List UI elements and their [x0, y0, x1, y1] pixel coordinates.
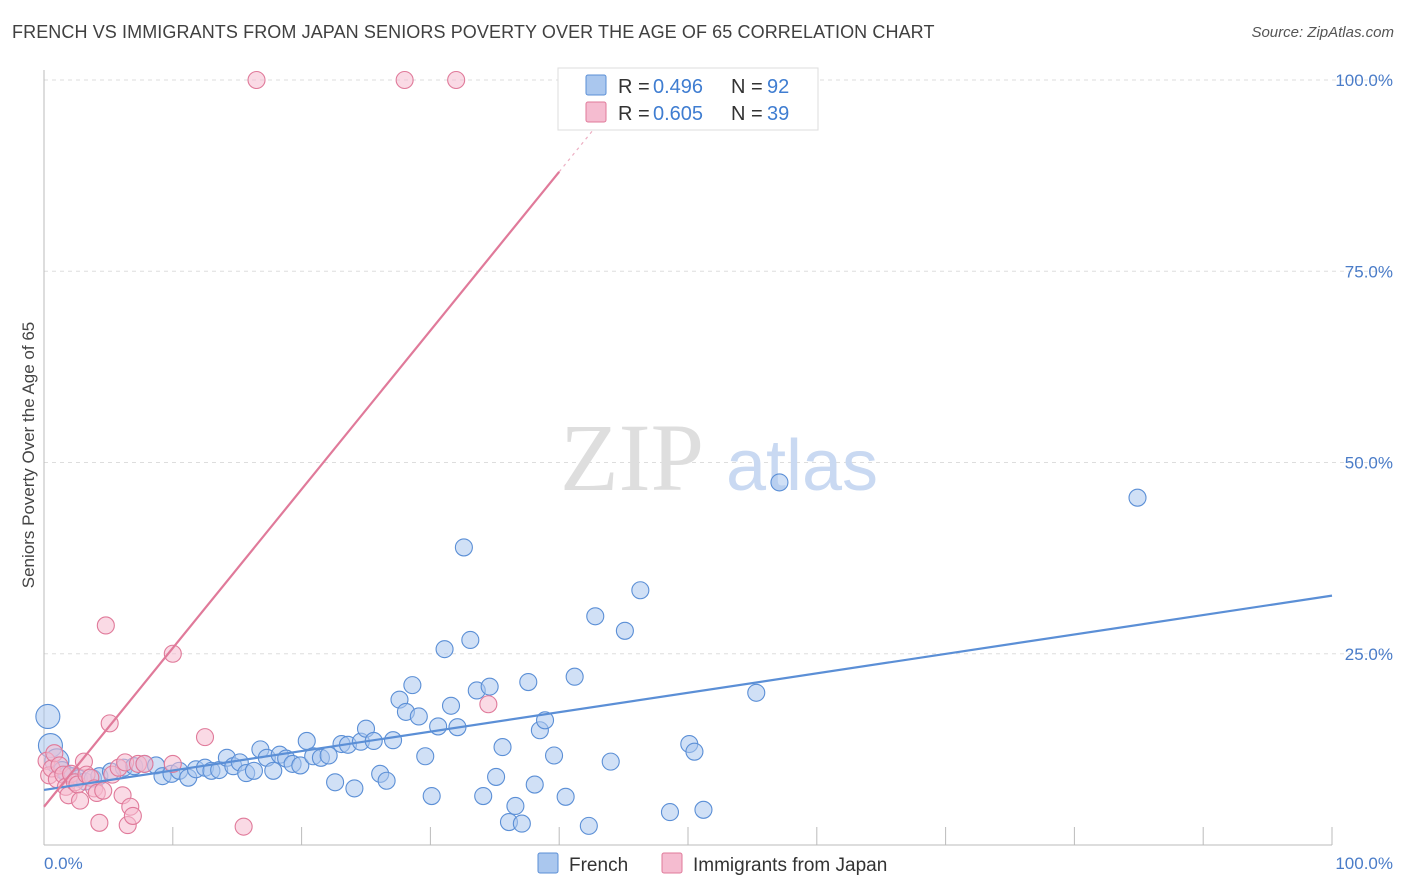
watermark-zip: ZIP	[560, 404, 704, 511]
trend-lines	[43, 123, 1333, 808]
point-french-34	[291, 756, 310, 775]
point-french-57	[441, 696, 461, 715]
trend-line-japan	[43, 171, 561, 808]
point-french-79	[615, 621, 634, 640]
legend-top-swatch-french	[585, 74, 607, 96]
point-french-64	[487, 767, 506, 786]
point-japan-37	[447, 70, 466, 90]
legend-top-r-label-japan: R =	[618, 103, 650, 125]
y-tick-label-3: 100.0%	[1335, 71, 1393, 90]
point-french-83	[685, 742, 704, 761]
trend-line-french	[43, 594, 1333, 792]
point-french-52	[409, 707, 428, 726]
x-tick-label-max: 100.0%	[1335, 854, 1393, 873]
point-french-51	[403, 676, 422, 695]
point-french-59	[454, 538, 473, 557]
point-french-54	[422, 786, 441, 806]
point-french-56	[435, 640, 454, 659]
legend-swatch-japan	[661, 852, 683, 874]
point-japan-36	[395, 70, 414, 90]
legend-top-n-value-japan: 39	[767, 103, 789, 125]
point-japan-20	[96, 616, 115, 635]
point-french-76	[579, 816, 598, 835]
point-french-86	[770, 473, 789, 492]
legend-label-french: French	[569, 855, 628, 876]
point-french-39	[326, 773, 345, 792]
legend-swatch-french	[537, 852, 559, 874]
watermark-atlas: atlas	[726, 426, 878, 506]
point-french-47	[377, 771, 396, 790]
point-french-65	[493, 738, 512, 757]
point-french-84	[694, 800, 713, 819]
point-french-0	[35, 703, 61, 730]
point-french-87	[1128, 488, 1147, 507]
trend-line-japan-extension	[558, 123, 599, 173]
series-japan-points	[37, 70, 498, 836]
point-french-60	[461, 630, 480, 650]
point-french-85	[747, 683, 766, 702]
point-japan-19	[94, 781, 113, 800]
point-japan-18	[90, 813, 109, 832]
point-french-27	[244, 761, 263, 780]
legend-top: R = 0.496 N = 92 R = 0.605 N = 39	[557, 67, 819, 131]
point-french-67	[506, 796, 525, 816]
legend-top-r-value-japan: 0.605	[653, 103, 703, 125]
point-french-74	[556, 787, 575, 806]
point-french-70	[525, 775, 544, 794]
x-axis-ticks	[43, 827, 1333, 845]
legend-top-r-label-french: R =	[618, 76, 650, 98]
point-french-62	[474, 786, 493, 806]
point-french-73	[544, 746, 564, 765]
point-japan-34	[234, 817, 253, 836]
point-japan-35	[247, 70, 266, 90]
point-french-78	[601, 752, 620, 771]
point-french-68	[512, 814, 531, 833]
point-french-81	[660, 803, 680, 822]
point-japan-31	[163, 754, 182, 773]
point-french-80	[631, 581, 650, 600]
point-french-75	[565, 667, 584, 686]
point-french-30	[264, 761, 283, 780]
legend-top-n-label-japan: N =	[731, 103, 763, 125]
legend-bottom: French Immigrants from Japan	[537, 852, 887, 876]
y-tick-label-1: 50.0%	[1345, 454, 1393, 473]
point-french-48	[383, 731, 403, 750]
y-tick-labels: 25.0% 50.0% 75.0% 100.0%	[1335, 71, 1393, 664]
point-japan-33	[195, 728, 215, 747]
point-japan-32	[163, 644, 182, 663]
y-tick-label-0: 25.0%	[1345, 645, 1393, 664]
point-japan-30	[135, 754, 154, 773]
y-tick-label-2: 75.0%	[1345, 262, 1393, 281]
x-tick-label-min: 0.0%	[44, 854, 83, 873]
chart-title: FRENCH VS IMMIGRANTS FROM JAPAN SENIORS …	[12, 22, 935, 42]
point-french-63	[480, 677, 499, 696]
grid-lines	[44, 79, 1395, 655]
point-french-53	[416, 747, 435, 766]
y-axis-label: Seniors Poverty Over the Age of 65	[19, 322, 38, 588]
point-japan-28	[123, 806, 142, 825]
legend-top-r-value-french: 0.496	[653, 76, 703, 98]
legend-top-n-value-french: 92	[767, 76, 789, 98]
point-french-42	[345, 779, 364, 798]
point-french-77	[586, 607, 605, 626]
legend-top-swatch-japan	[585, 101, 607, 123]
legend-label-japan: Immigrants from Japan	[693, 855, 887, 876]
source-label: Source: ZipAtlas.com	[1251, 24, 1394, 41]
point-french-69	[519, 673, 538, 692]
point-japan-12	[71, 791, 90, 810]
point-french-35	[297, 731, 316, 751]
legend-top-n-label-french: N =	[731, 76, 763, 98]
series-french-points	[35, 473, 1147, 835]
point-japan-38	[479, 695, 498, 714]
